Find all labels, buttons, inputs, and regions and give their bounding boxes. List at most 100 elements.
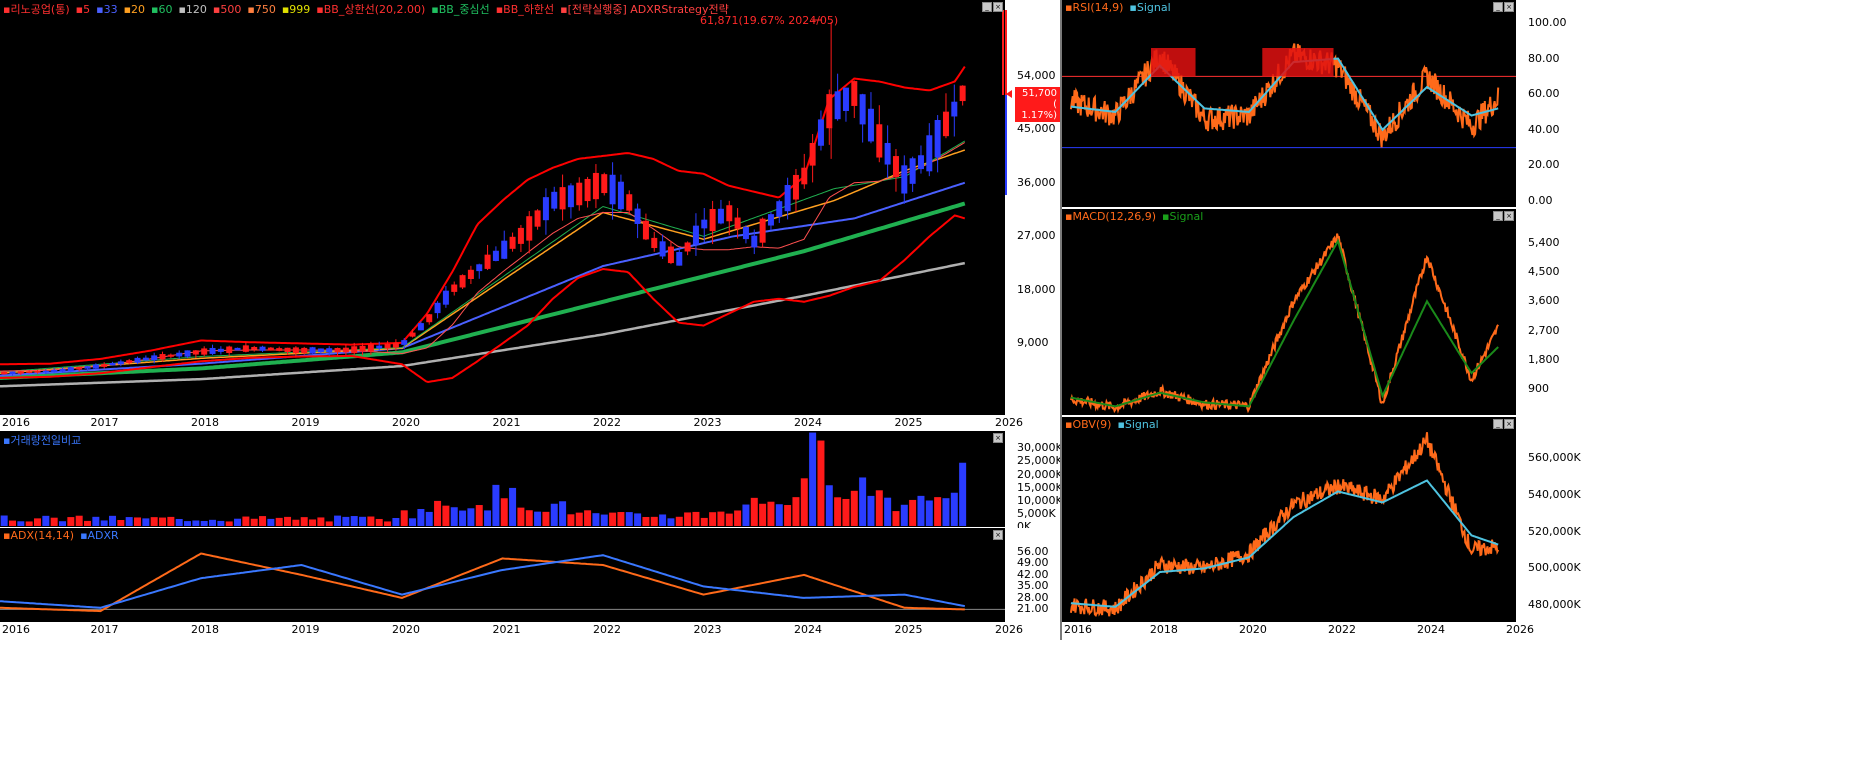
legend-item[interactable]: ▪RSI(14,9) [1065,1,1124,14]
legend-item[interactable]: ▪리노공업(통) [3,3,70,16]
legend-item[interactable]: ▪Signal [1129,1,1171,14]
legend-item[interactable]: ▪ADX(14,14) [3,529,75,542]
rsi-pane[interactable]: ▪RSI(14,9) ▪Signal _ × [1062,0,1516,207]
volume-bar [334,515,342,526]
macd-legend: ▪MACD(12,26,9) ▪Signal [1065,210,1209,223]
close-icon[interactable]: × [993,2,1003,12]
price-range-bar-up [1005,10,1007,120]
volume-bar [425,511,433,526]
candle-body [259,346,266,351]
volume-bar [759,503,767,526]
legend-item[interactable]: ▪60 [151,3,173,16]
candle-body [317,348,324,353]
volume-bar [650,516,658,526]
volume-bar [784,505,792,526]
ma999-line [0,261,966,388]
candle-body [892,156,899,178]
candle-body [292,347,299,354]
bb-upper-line [0,66,966,366]
volume-bar [534,511,542,526]
volume-bar [392,518,400,526]
legend-item[interactable]: ▪MACD(12,26,9) [1065,210,1156,223]
obv-legend: ▪OBV(9) ▪Signal [1065,418,1165,431]
volume-bar [192,520,200,526]
candle-body [167,354,174,357]
volume-bar [100,520,108,526]
y-tick-label: 25,000K [1017,454,1063,468]
y-tick-label: 4,500 [1528,264,1560,278]
pane-buttons[interactable]: _ × [1493,211,1514,221]
volume-bar [467,508,475,526]
price-chart-pane[interactable]: ▪리노공업(통) ▪5 ▪33 ▪20 ▪60 ▪120 ▪500 ▪750 ▪999 ▪BB_상… [0,0,1005,415]
minimize-icon[interactable]: _ [1493,2,1503,12]
legend-item[interactable]: ▪20 [123,3,146,16]
volume-bar [350,516,358,526]
legend-item[interactable]: ▪BB_하한선 [495,3,555,16]
legend-item[interactable]: ▪Signal [1162,210,1204,223]
candle-body [884,142,891,165]
adx-pane[interactable]: ▪ADX(14,14) ▪ADXR × [0,528,1005,622]
price-legend: ▪리노공업(통) ▪5 ▪33 ▪20 ▪60 ▪120 ▪500 ▪750 ▪999 ▪BB_상… [3,1,735,17]
close-icon[interactable]: × [1504,419,1514,429]
y-tick-label: 3,600 [1528,294,1560,308]
volume-bar [742,504,750,526]
macd-y-axis: 5,400 4,500 3,600 2,700 1,800 900 [1516,209,1571,415]
candle-body [534,210,541,227]
volume-bar [892,511,900,526]
volume-svg [0,432,967,526]
close-icon[interactable]: × [993,433,1003,443]
y-tick-label: 100.00 [1528,15,1567,29]
overbought-area [1262,48,1334,77]
candle-body [567,185,574,208]
close-icon[interactable]: × [1504,211,1514,221]
x-tick-label: 2024 [794,416,822,429]
minimize-icon[interactable]: _ [1493,419,1503,429]
minimize-icon[interactable]: _ [1493,211,1503,221]
candle-body [776,201,783,217]
minimize-icon[interactable]: _ [982,2,992,12]
legend-item[interactable]: ▪[전략실행중] ADXRStrategy전략 [560,3,729,16]
current-price-badge: 51,700 ( 1.17%) [1015,87,1060,122]
current-price: 51,700 [1022,88,1057,99]
volume-bar [400,510,408,526]
legend-item[interactable]: ▪OBV(9) [1065,418,1112,431]
macd-pane[interactable]: ▪MACD(12,26,9) ▪Signal _ × [1062,209,1516,415]
obv-svg [1069,432,1500,618]
candle-body [451,284,458,292]
legend-item[interactable]: ▪120 [178,3,207,16]
pane-buttons[interactable]: × [993,530,1003,540]
x-tick-label: 2024 [1416,623,1445,636]
legend-item[interactable]: ▪BB_상한선(20,2.00) [316,3,426,16]
pane-buttons[interactable]: _ × [982,2,1003,12]
candle-body [526,216,533,241]
pane-buttons[interactable]: _ × [1493,419,1514,429]
obv-pane[interactable]: ▪OBV(9) ▪Signal _ × [1062,417,1516,622]
volume-bar [359,516,367,526]
legend-item[interactable]: ▪999 [281,3,311,16]
splitter[interactable] [1060,0,1062,640]
legend-item[interactable]: ▪750 [247,3,276,16]
legend-item[interactable]: ▪BB_중심선 [431,3,490,16]
close-icon[interactable]: × [1504,2,1514,12]
candle-body [934,120,941,158]
legend-item[interactable]: ▪Signal [1117,418,1159,431]
candle-body [951,101,958,117]
rsi-14-9--line [1069,43,1500,148]
pane-buttons[interactable]: × [993,433,1003,443]
legend-item[interactable]: ▪거래량전일비교 [3,434,82,447]
signal-line [1070,479,1499,608]
y-tick-label: 21.00 [1017,602,1049,616]
volume-pane[interactable]: ▪거래량전일비교 × [0,431,1005,527]
volume-bar [834,497,842,526]
volume-bar [225,521,233,526]
close-icon[interactable]: × [993,530,1003,540]
volume-bar [542,511,550,526]
volume-bar [875,490,883,526]
legend-item[interactable]: ▪ADXR [80,529,119,542]
candle-body [301,347,308,354]
legend-item[interactable]: ▪5 [75,3,91,16]
volume-bar [517,507,525,526]
legend-item[interactable]: ▪33 [96,3,118,16]
pane-buttons[interactable]: _ × [1493,2,1514,12]
legend-item[interactable]: ▪500 [212,3,242,16]
